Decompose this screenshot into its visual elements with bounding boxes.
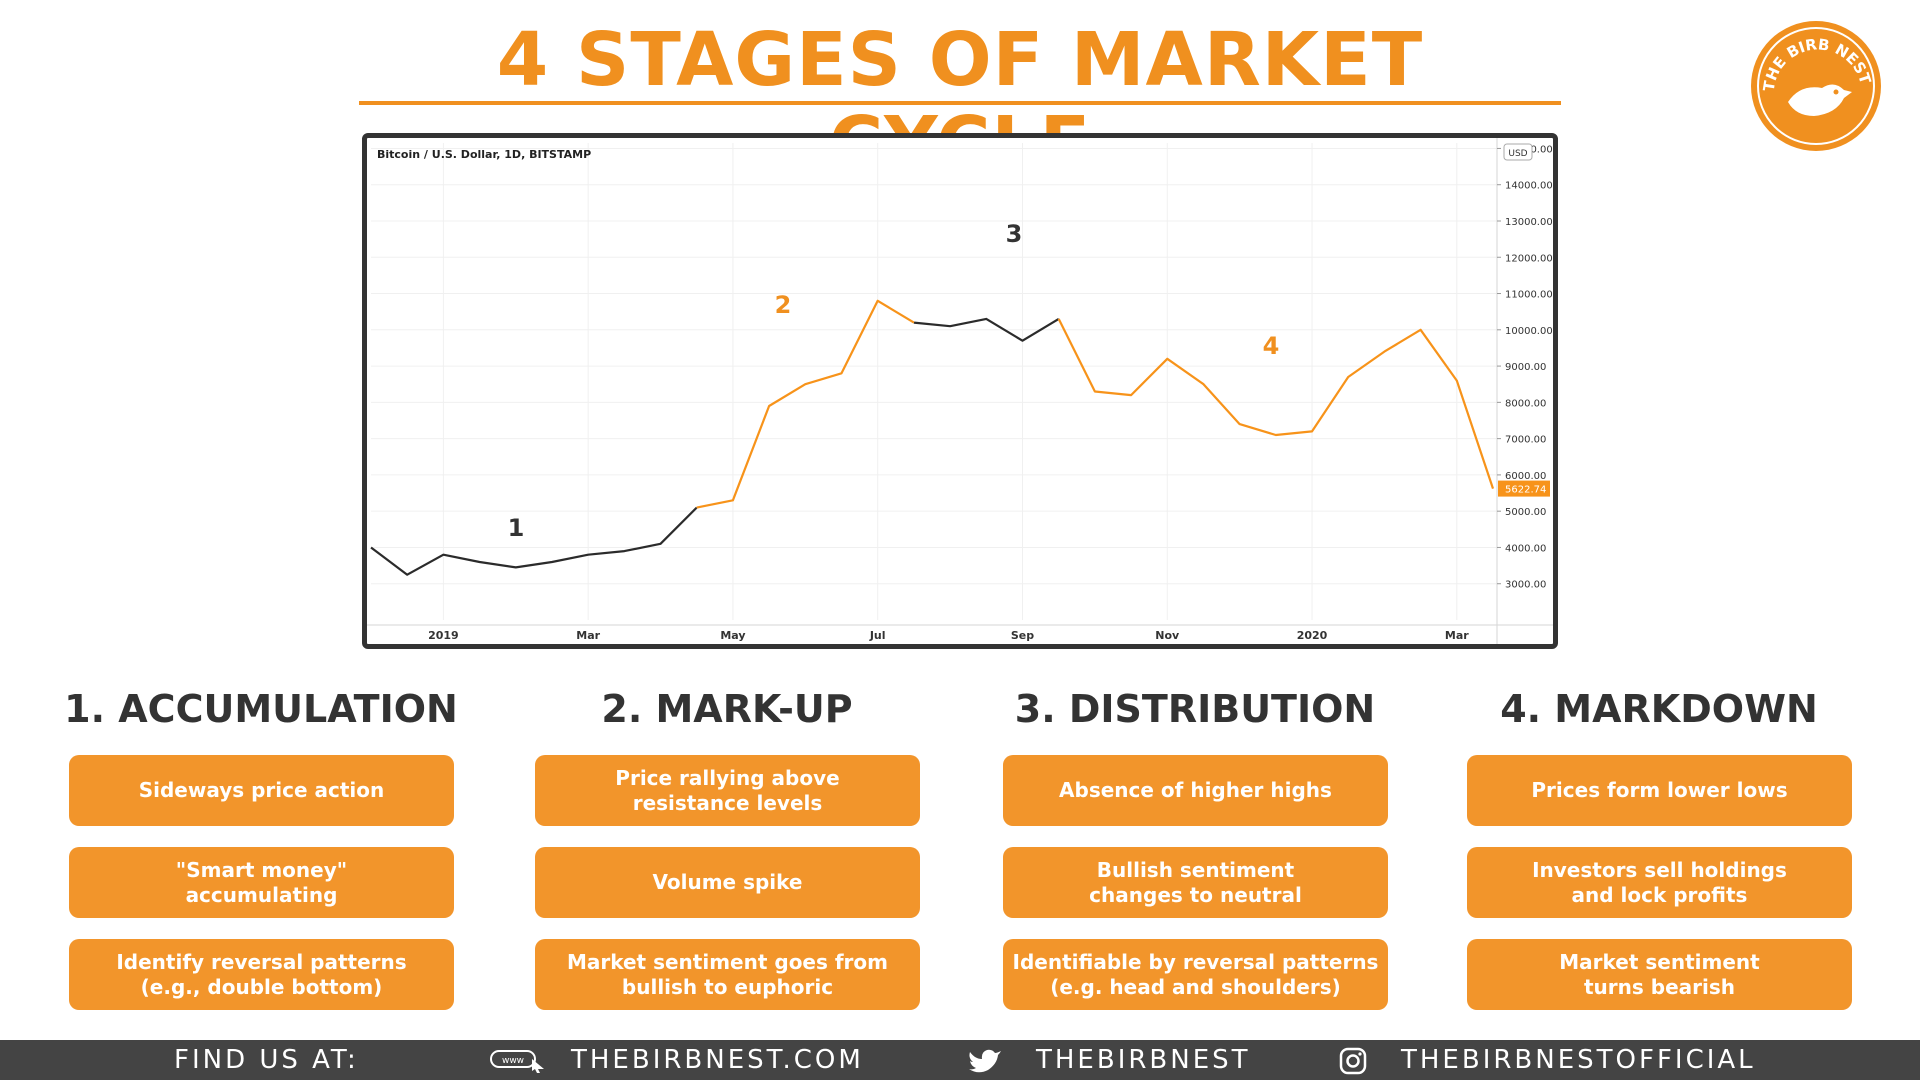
x-tick-label: Nov (1155, 629, 1180, 642)
stage-point: Prices form lower lows (1467, 755, 1852, 826)
chart-title: Bitcoin / U.S. Dollar, 1D, BITSTAMP (377, 148, 591, 161)
stage-point: Volume spike (535, 847, 920, 918)
stage-heading: 1. ACCUMULATION (64, 687, 458, 731)
y-tick-label: 8000.00 (1505, 398, 1546, 409)
y-tick-label: 4000.00 (1505, 543, 1546, 554)
stage-point: Market sentiment goes from bullish to eu… (535, 939, 920, 1010)
last-price-tag (1498, 480, 1550, 497)
y-tick-label: 5000.00 (1505, 507, 1546, 518)
y-tick-label: 10000.00 (1505, 326, 1553, 337)
chart: 3000.00 4000.00 5000.00 6000.00 7000.00 8000.… (367, 138, 1553, 644)
footer: FIND US AT: www THEBIRBNEST.COM THEBIRBN… (0, 1040, 1920, 1080)
y-tick-label: 13000.00 (1505, 217, 1553, 228)
stage-annotation: 4 (1263, 332, 1280, 360)
stage-point: Identifiable by reversal patterns (e.g. … (1003, 939, 1388, 1010)
stage-heading: 4. MARKDOWN (1500, 687, 1818, 731)
y-tick-label: 3000.00 (1505, 580, 1546, 591)
y-tick-label: 12000.00 (1505, 253, 1553, 264)
logo-bird-eye (1833, 89, 1839, 95)
stage-point: Absence of higher highs (1003, 755, 1388, 826)
x-tick-label: Mar (576, 629, 600, 642)
stage-point: "Smart money" accumulating (69, 847, 454, 918)
price-line (1057, 318, 1495, 489)
page-title: 4 STAGES OF MARKET CYCLE (496, 17, 1424, 186)
logo-ring (1757, 27, 1875, 145)
y-tick-label: 7000.00 (1505, 435, 1546, 446)
currency-label: USD (1508, 149, 1527, 159)
footer-twitter[interactable]: THEBIRBNEST (1036, 1045, 1251, 1075)
x-tick-label: Sep (1011, 629, 1034, 642)
twitter-icon (969, 1049, 1001, 1073)
x-tick-label: May (720, 629, 745, 642)
stage-heading: 3. DISTRIBUTION (1014, 687, 1376, 731)
last-price-label: 5622.74 (1505, 485, 1546, 496)
price-line (370, 506, 698, 576)
footer-label: FIND US AT: (174, 1045, 359, 1075)
stage-annotation: 1 (508, 514, 525, 542)
stage-annotation: 3 (1006, 220, 1023, 248)
web-icon: www (490, 1050, 544, 1073)
y-tick-label: 9000.00 (1505, 362, 1546, 373)
footer-instagram[interactable]: THEBIRBNESTOFFICIAL (1401, 1045, 1756, 1075)
x-tick-label: Mar (1445, 629, 1469, 642)
logo-circle (1751, 21, 1881, 151)
instagram-icon (1339, 1047, 1367, 1075)
stage-point: Price rallying above resistance levels (535, 755, 920, 826)
stage-point: Investors sell holdings and lock profits (1467, 847, 1852, 918)
stage-point: Identify reversal patterns (e.g., double… (69, 939, 454, 1010)
logo: THE BIRB NEST (1751, 21, 1881, 151)
stage-point: Market sentiment turns bearish (1467, 939, 1852, 1010)
svg-text:www: www (502, 1056, 524, 1066)
stage-point: Bullish sentiment changes to neutral (1003, 847, 1388, 918)
currency-badge (1503, 143, 1533, 161)
price-line (913, 317, 1060, 342)
stage-point: Sideways price action (69, 755, 454, 826)
stage-heading: 2. MARK-UP (601, 687, 853, 731)
chart-frame: 3000.00 4000.00 5000.00 6000.00 7000.00 8000.… (362, 133, 1558, 649)
y-tick-label: 6000.00 (1505, 471, 1546, 482)
x-tick-label: Jul (869, 629, 886, 642)
footer-website[interactable]: THEBIRBNEST.COM (571, 1045, 864, 1075)
stage-annotation: 2 (775, 291, 792, 319)
y-tick-label: 14000.00 (1505, 181, 1553, 192)
x-tick-label: 2020 (1297, 629, 1328, 642)
x-tick-label: 2019 (428, 629, 459, 642)
title-underline (359, 101, 1561, 105)
y-tick-label: 11000.00 (1505, 290, 1553, 301)
price-line (696, 299, 915, 509)
